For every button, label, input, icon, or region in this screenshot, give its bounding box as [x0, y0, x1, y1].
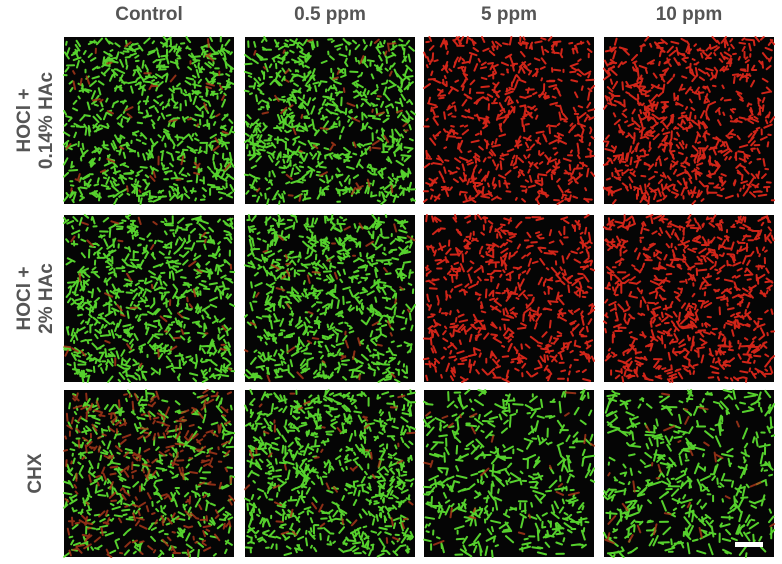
cell-texture-dead [244, 392, 416, 544]
scale-bar [735, 542, 763, 547]
cell-texture-dead [244, 222, 416, 383]
cell-texture-dead [423, 391, 595, 546]
micrograph-panel [424, 37, 594, 204]
row-label-group: CHX [25, 453, 46, 493]
cell-texture [423, 389, 595, 558]
column-header: 5 ppm [481, 4, 537, 25]
row-label: HOCl + [14, 267, 35, 331]
cell-texture [603, 36, 775, 205]
cell-texture [423, 214, 595, 383]
cell-texture [63, 36, 235, 205]
cell-texture [244, 36, 416, 205]
cell-texture [603, 389, 775, 558]
row-label: HOCl + [14, 89, 35, 153]
row-label: 2% HAc [36, 263, 57, 334]
row-label-group: HOCl +0.14% HAc [14, 71, 57, 169]
cell-texture-dead [63, 389, 235, 558]
cell-texture-dead [65, 38, 231, 193]
column-header: Control [115, 4, 183, 25]
cell-texture [63, 214, 235, 383]
row-label-group: HOCl +2% HAc [14, 263, 57, 334]
row-label: 0.14% HAc [36, 71, 57, 169]
cell-texture-dead [253, 38, 409, 202]
row-label: CHX [25, 453, 46, 493]
cell-texture-dead [604, 392, 775, 545]
column-header: 10 ppm [656, 4, 723, 25]
column-header: 0.5 ppm [294, 4, 366, 25]
cell-texture [423, 36, 595, 205]
cell-texture [63, 389, 235, 558]
cell-texture [244, 214, 416, 383]
cell-texture-dead [63, 216, 233, 371]
micrograph-panel [64, 37, 234, 204]
cell-texture [603, 214, 775, 383]
